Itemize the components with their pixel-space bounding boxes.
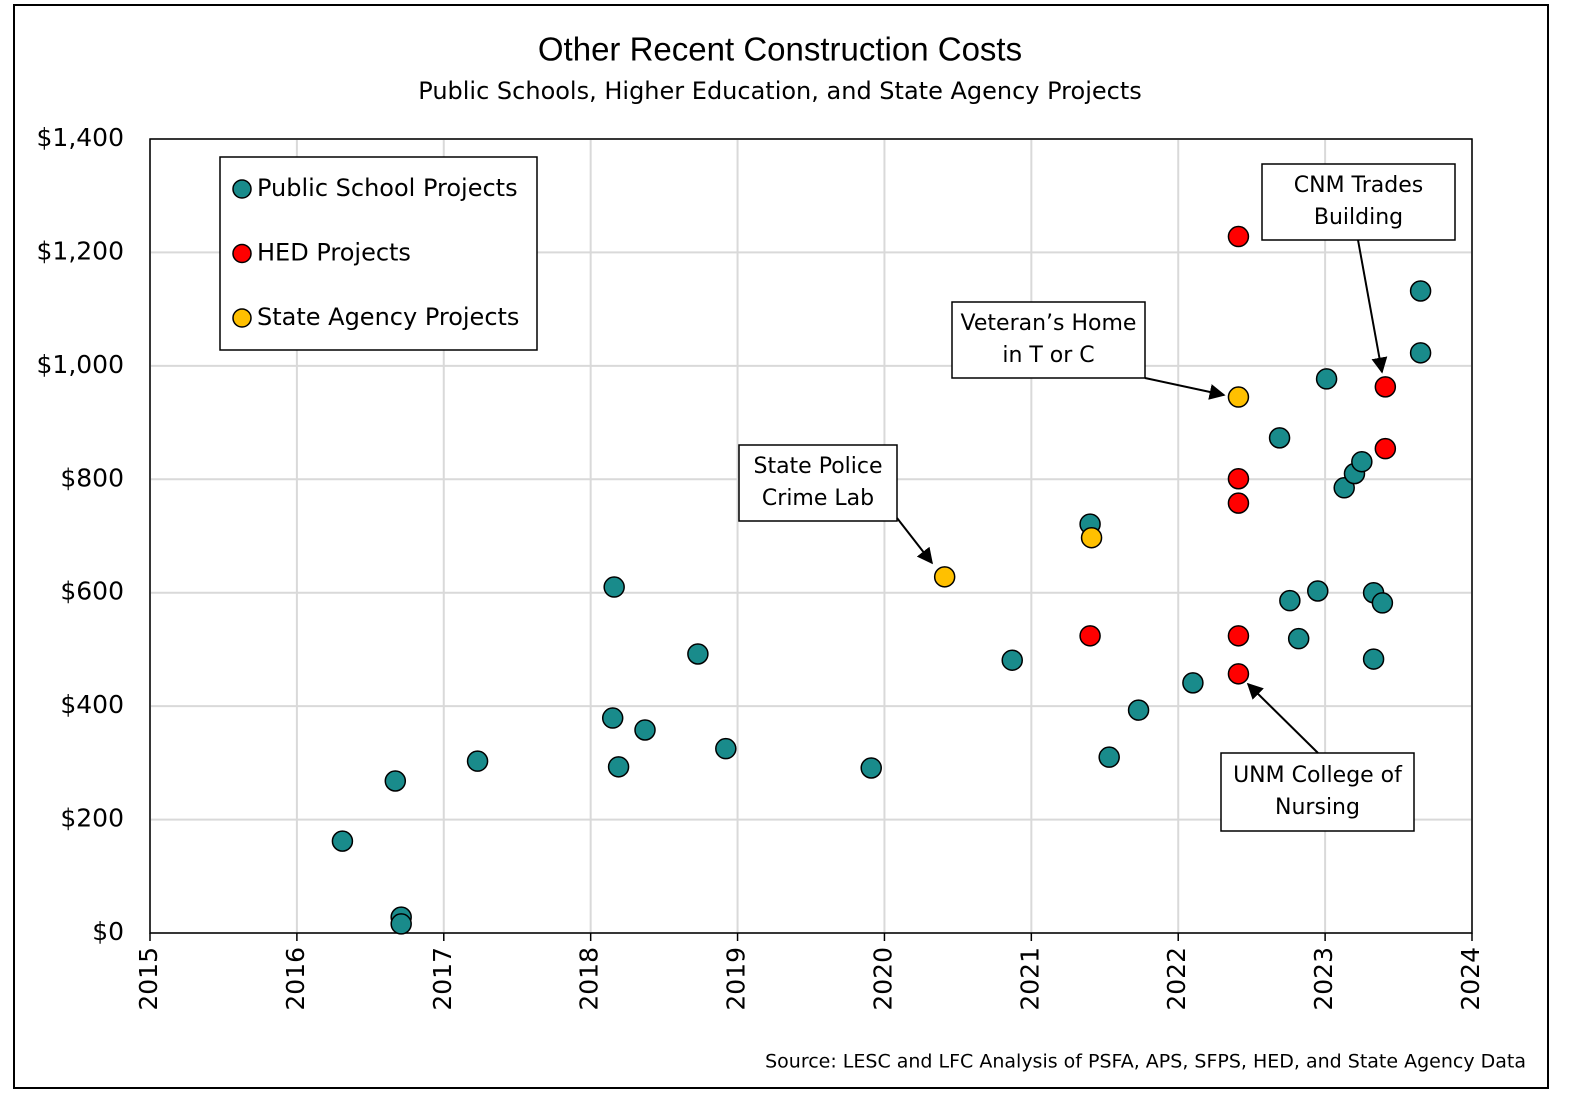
x-tick-label: 2024 (1456, 947, 1485, 1011)
annotation-text: Crime Lab (762, 486, 874, 511)
annotation-text: Veteran’s Home (961, 311, 1137, 336)
x-tick-label: 2020 (868, 947, 897, 1011)
data-point (1227, 225, 1250, 248)
data-point (607, 756, 630, 778)
annotation-box (1261, 163, 1456, 241)
data-point (1268, 427, 1291, 449)
plot-border (149, 138, 1473, 934)
data-point (715, 737, 737, 760)
data-point (1227, 467, 1250, 490)
data-point (1098, 746, 1120, 768)
data-point (1227, 492, 1250, 514)
x-tick-label: 2022 (1162, 947, 1191, 1011)
data-point (603, 576, 625, 598)
legend-box (219, 156, 538, 351)
annotation-box (1220, 752, 1415, 832)
data-point (601, 707, 624, 729)
y-tick-label: $800 (60, 463, 124, 492)
legend-marker (232, 179, 252, 199)
data-point (1182, 672, 1204, 694)
annotation-text: CNM Trades (1294, 173, 1424, 198)
data-point (1127, 699, 1150, 721)
x-tick-label: 2019 (722, 947, 751, 1011)
annotation-box (738, 444, 898, 522)
y-tick-label: $1,400 (37, 123, 124, 152)
data-point (1079, 625, 1101, 647)
annotation-box (951, 301, 1146, 379)
data-point (1315, 368, 1338, 390)
legend-label: HED Projects (257, 239, 411, 267)
data-point (1307, 580, 1329, 602)
x-tick-label: 2023 (1309, 947, 1338, 1011)
chart-subtitle: Public Schools, Higher Education, and St… (418, 77, 1141, 105)
annotation-text: Nursing (1275, 795, 1360, 820)
x-tick-label: 2021 (1015, 947, 1044, 1011)
y-tick-label: $400 (60, 690, 124, 719)
data-point (860, 757, 882, 779)
annotation-arrow (1144, 377, 1226, 400)
x-tick-label: 2016 (281, 947, 310, 1011)
y-tick-label: $0 (92, 917, 124, 946)
data-point (466, 750, 489, 772)
legend-marker (232, 308, 252, 328)
x-tick-label: 2015 (134, 947, 163, 1011)
data-point (1409, 280, 1432, 302)
data-point (1001, 649, 1023, 671)
data-point (1371, 592, 1394, 614)
data-point (634, 719, 656, 741)
data-point (1409, 342, 1432, 364)
annotation-arrow (896, 517, 933, 565)
data-point (390, 913, 412, 935)
x-tick-label: 2018 (575, 947, 604, 1011)
annotation-arrow (1357, 239, 1388, 374)
data-point (1351, 450, 1373, 473)
y-tick-label: $1,200 (37, 236, 124, 265)
annotation-text: in T or C (1002, 343, 1094, 368)
data-point (1362, 648, 1385, 670)
chart-title: Other Recent Construction Costs (538, 31, 1022, 68)
source-note: Source: LESC and LFC Analysis of PSFA, A… (765, 1051, 1526, 1073)
annotation-text: UNM College of (1233, 763, 1403, 788)
y-tick-label: $1,000 (37, 350, 124, 379)
legend-marker (232, 243, 252, 264)
data-point (1227, 625, 1250, 647)
data-point (1279, 589, 1301, 612)
annotation-text: Building (1314, 205, 1403, 230)
y-tick-label: $600 (60, 577, 124, 606)
y-tick-label: $200 (60, 804, 124, 833)
annotation-arrow (1246, 682, 1319, 754)
data-point (1080, 526, 1103, 549)
data-point (933, 566, 956, 588)
data-point (384, 770, 407, 792)
data-point (1374, 437, 1397, 460)
x-tick-label: 2017 (428, 947, 457, 1011)
data-point (331, 830, 354, 852)
data-point (1374, 376, 1397, 398)
legend-label: State Agency Projects (257, 303, 519, 331)
data-point (1227, 386, 1250, 408)
data-point (687, 643, 709, 665)
data-point (1227, 663, 1250, 685)
legend-label: Public School Projects (257, 174, 518, 202)
annotation-text: State Police (753, 454, 882, 479)
data-point (1287, 627, 1310, 650)
